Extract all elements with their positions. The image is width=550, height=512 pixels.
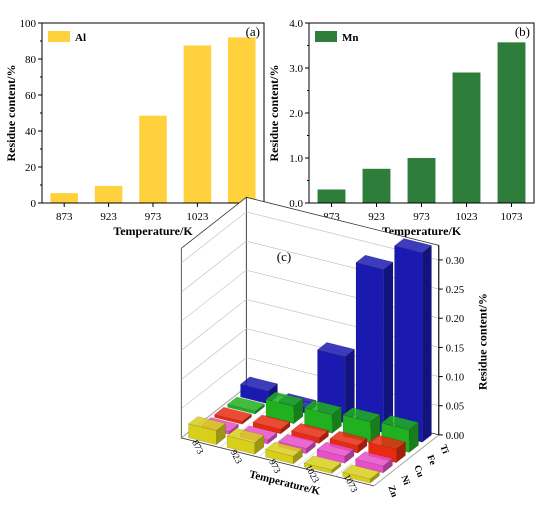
bar-top xyxy=(329,431,368,446)
panel-label: (a) xyxy=(246,24,260,39)
bar-top xyxy=(355,254,394,270)
bar-top xyxy=(214,406,252,422)
bar-top xyxy=(265,441,303,457)
bar-top xyxy=(265,391,304,407)
y-tick-label: 80 xyxy=(25,54,37,66)
x-axis-label: Temperature/K xyxy=(382,224,462,238)
bar xyxy=(228,37,256,204)
series-label: Ni xyxy=(398,474,411,487)
bar xyxy=(50,193,78,203)
y-tick-label: 100 xyxy=(20,18,37,30)
bar xyxy=(139,115,167,203)
bar-top xyxy=(342,407,381,423)
x-axis-label: Temperature/K xyxy=(113,224,193,238)
x-tick-label: 1023 xyxy=(186,211,209,223)
bar-top xyxy=(303,455,342,471)
legend-swatch xyxy=(315,31,337,42)
series-label: Fe xyxy=(424,454,437,467)
x-tick-label: 1023 xyxy=(456,211,479,223)
bar xyxy=(394,245,423,443)
bar-top xyxy=(394,238,432,253)
bar-side xyxy=(422,244,432,443)
bar-top xyxy=(291,423,329,438)
z-tick-label: 0.05 xyxy=(446,402,464,413)
bar-top xyxy=(355,451,393,467)
bar-top xyxy=(240,376,278,392)
y-axis-label: Residue content/% xyxy=(267,65,281,162)
bar-top xyxy=(368,434,406,450)
x-tick-label: 973 xyxy=(413,211,430,223)
panel-a: 02040608010087392397310231073Temperature… xyxy=(4,18,265,238)
gridline xyxy=(181,211,439,264)
z-tick-label: 0.10 xyxy=(446,373,464,384)
x-tick-label: 923 xyxy=(368,211,385,223)
x-tick-label: 873 xyxy=(56,211,73,223)
bar-top xyxy=(188,416,226,431)
z-tick-label: 0.20 xyxy=(446,314,464,325)
bar-top xyxy=(252,414,291,430)
bar-top xyxy=(316,441,355,457)
x-tick-label: 923 xyxy=(100,211,117,223)
bar xyxy=(317,189,346,203)
y-tick-label: 1.0 xyxy=(289,153,303,165)
y-tick-label: 0 xyxy=(31,198,37,210)
y-tick-label: 2.0 xyxy=(289,108,303,120)
y-tick-label: 4.0 xyxy=(289,18,303,30)
panel-label: (b) xyxy=(515,24,530,39)
panel-label: (c) xyxy=(277,249,291,264)
z-tick-label: 0.00 xyxy=(446,431,464,442)
x-tick-label: 973 xyxy=(145,211,162,223)
panel-c: 0.00 0.05 0.10 0.15 0.20 0.25 0.30 Residue cont… xyxy=(180,196,490,499)
bar xyxy=(355,262,384,433)
bar xyxy=(407,158,436,203)
bar xyxy=(452,72,481,203)
floor-gridline xyxy=(373,434,439,487)
series-label: Zn xyxy=(385,484,399,499)
bar-side xyxy=(383,261,394,434)
bar-top xyxy=(304,400,342,415)
y-tick-label: 40 xyxy=(25,126,37,138)
bar-top xyxy=(342,464,380,480)
bar-top xyxy=(278,433,316,449)
bar xyxy=(183,45,212,203)
y-axis-label: Residue content/% xyxy=(4,65,18,162)
z-axis-label: Residue content/% xyxy=(476,293,490,390)
bar-top xyxy=(226,428,265,443)
legend-label: Mn xyxy=(342,32,359,44)
y-tick-label: 20 xyxy=(25,162,37,174)
z-tick-label: 0.25 xyxy=(446,285,464,296)
bar-top xyxy=(227,396,265,412)
bar-top xyxy=(381,415,419,431)
bar-top xyxy=(317,342,355,357)
z-tick-label: 0.30 xyxy=(446,256,464,267)
bar xyxy=(362,168,391,203)
bar xyxy=(497,42,526,203)
y-tick-label: 60 xyxy=(25,90,37,102)
bar xyxy=(94,185,123,203)
z-tick-label: 0.15 xyxy=(446,343,464,354)
series-label: Cu xyxy=(411,464,425,480)
legend-swatch xyxy=(48,31,70,42)
y-tick-label: 3.0 xyxy=(289,63,303,75)
y-tick-label: 0.0 xyxy=(289,198,303,210)
legend-label: Al xyxy=(75,32,86,44)
x-tick-label: 1073 xyxy=(501,211,524,223)
series-label: Ti xyxy=(437,444,450,456)
